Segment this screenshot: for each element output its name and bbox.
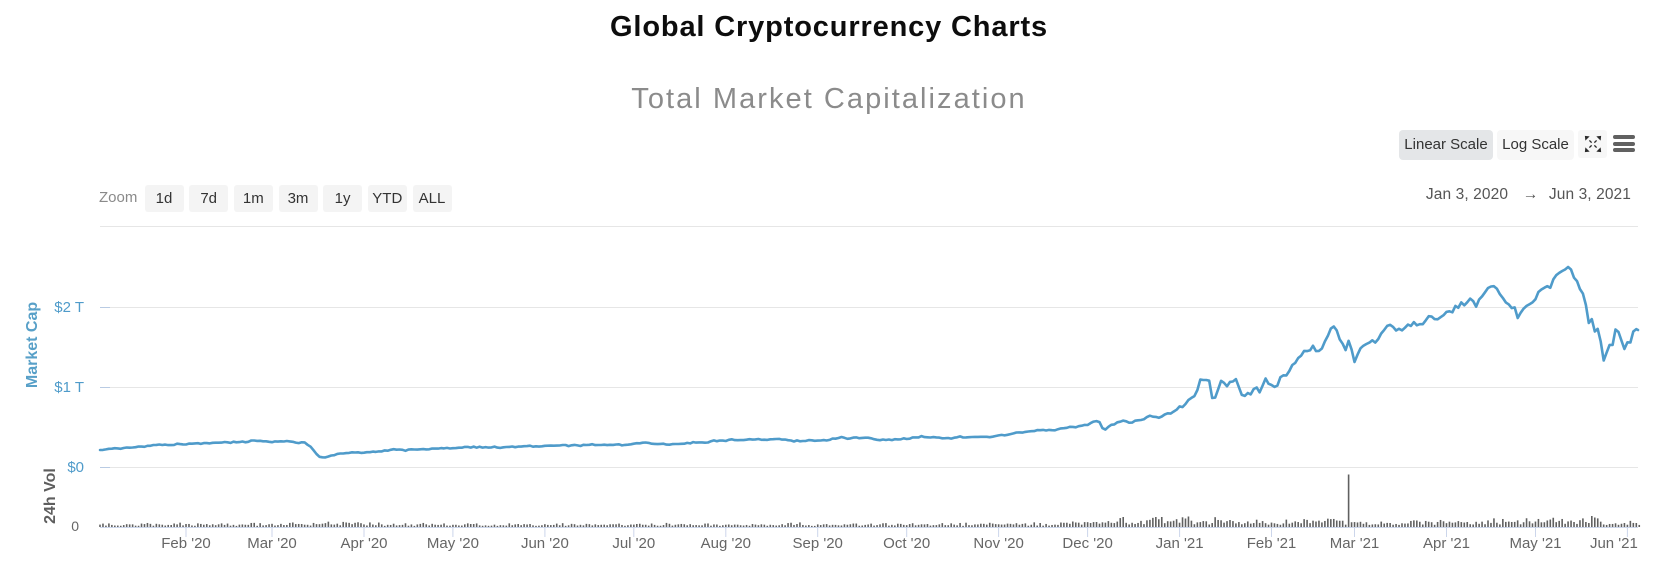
svg-text:May '20: May '20 [427,535,479,552]
svg-text:0: 0 [71,518,79,534]
svg-text:Jul '20: Jul '20 [612,535,655,552]
svg-text:Mar '20: Mar '20 [247,535,297,552]
svg-text:May '21: May '21 [1509,535,1561,552]
svg-text:$1 T: $1 T [54,379,84,396]
svg-text:Jan '21: Jan '21 [1156,535,1204,552]
svg-text:Apr '21: Apr '21 [1423,535,1470,552]
svg-text:Aug '20: Aug '20 [701,535,751,552]
svg-text:Apr '20: Apr '20 [340,535,387,552]
svg-text:Nov '20: Nov '20 [973,535,1023,552]
svg-text:$0: $0 [67,459,84,476]
svg-text:24h Vol: 24h Vol [42,468,59,524]
svg-text:Feb '21: Feb '21 [1247,535,1297,552]
svg-text:Mar '21: Mar '21 [1330,535,1380,552]
svg-text:Oct '20: Oct '20 [883,535,930,552]
svg-text:Jun '21: Jun '21 [1590,535,1638,552]
svg-text:Feb '20: Feb '20 [161,535,211,552]
svg-text:Sep '20: Sep '20 [792,535,842,552]
svg-text:Dec '20: Dec '20 [1062,535,1112,552]
svg-text:Jun '20: Jun '20 [521,535,569,552]
svg-text:Market Cap: Market Cap [24,302,41,388]
svg-text:$2 T: $2 T [54,299,84,316]
